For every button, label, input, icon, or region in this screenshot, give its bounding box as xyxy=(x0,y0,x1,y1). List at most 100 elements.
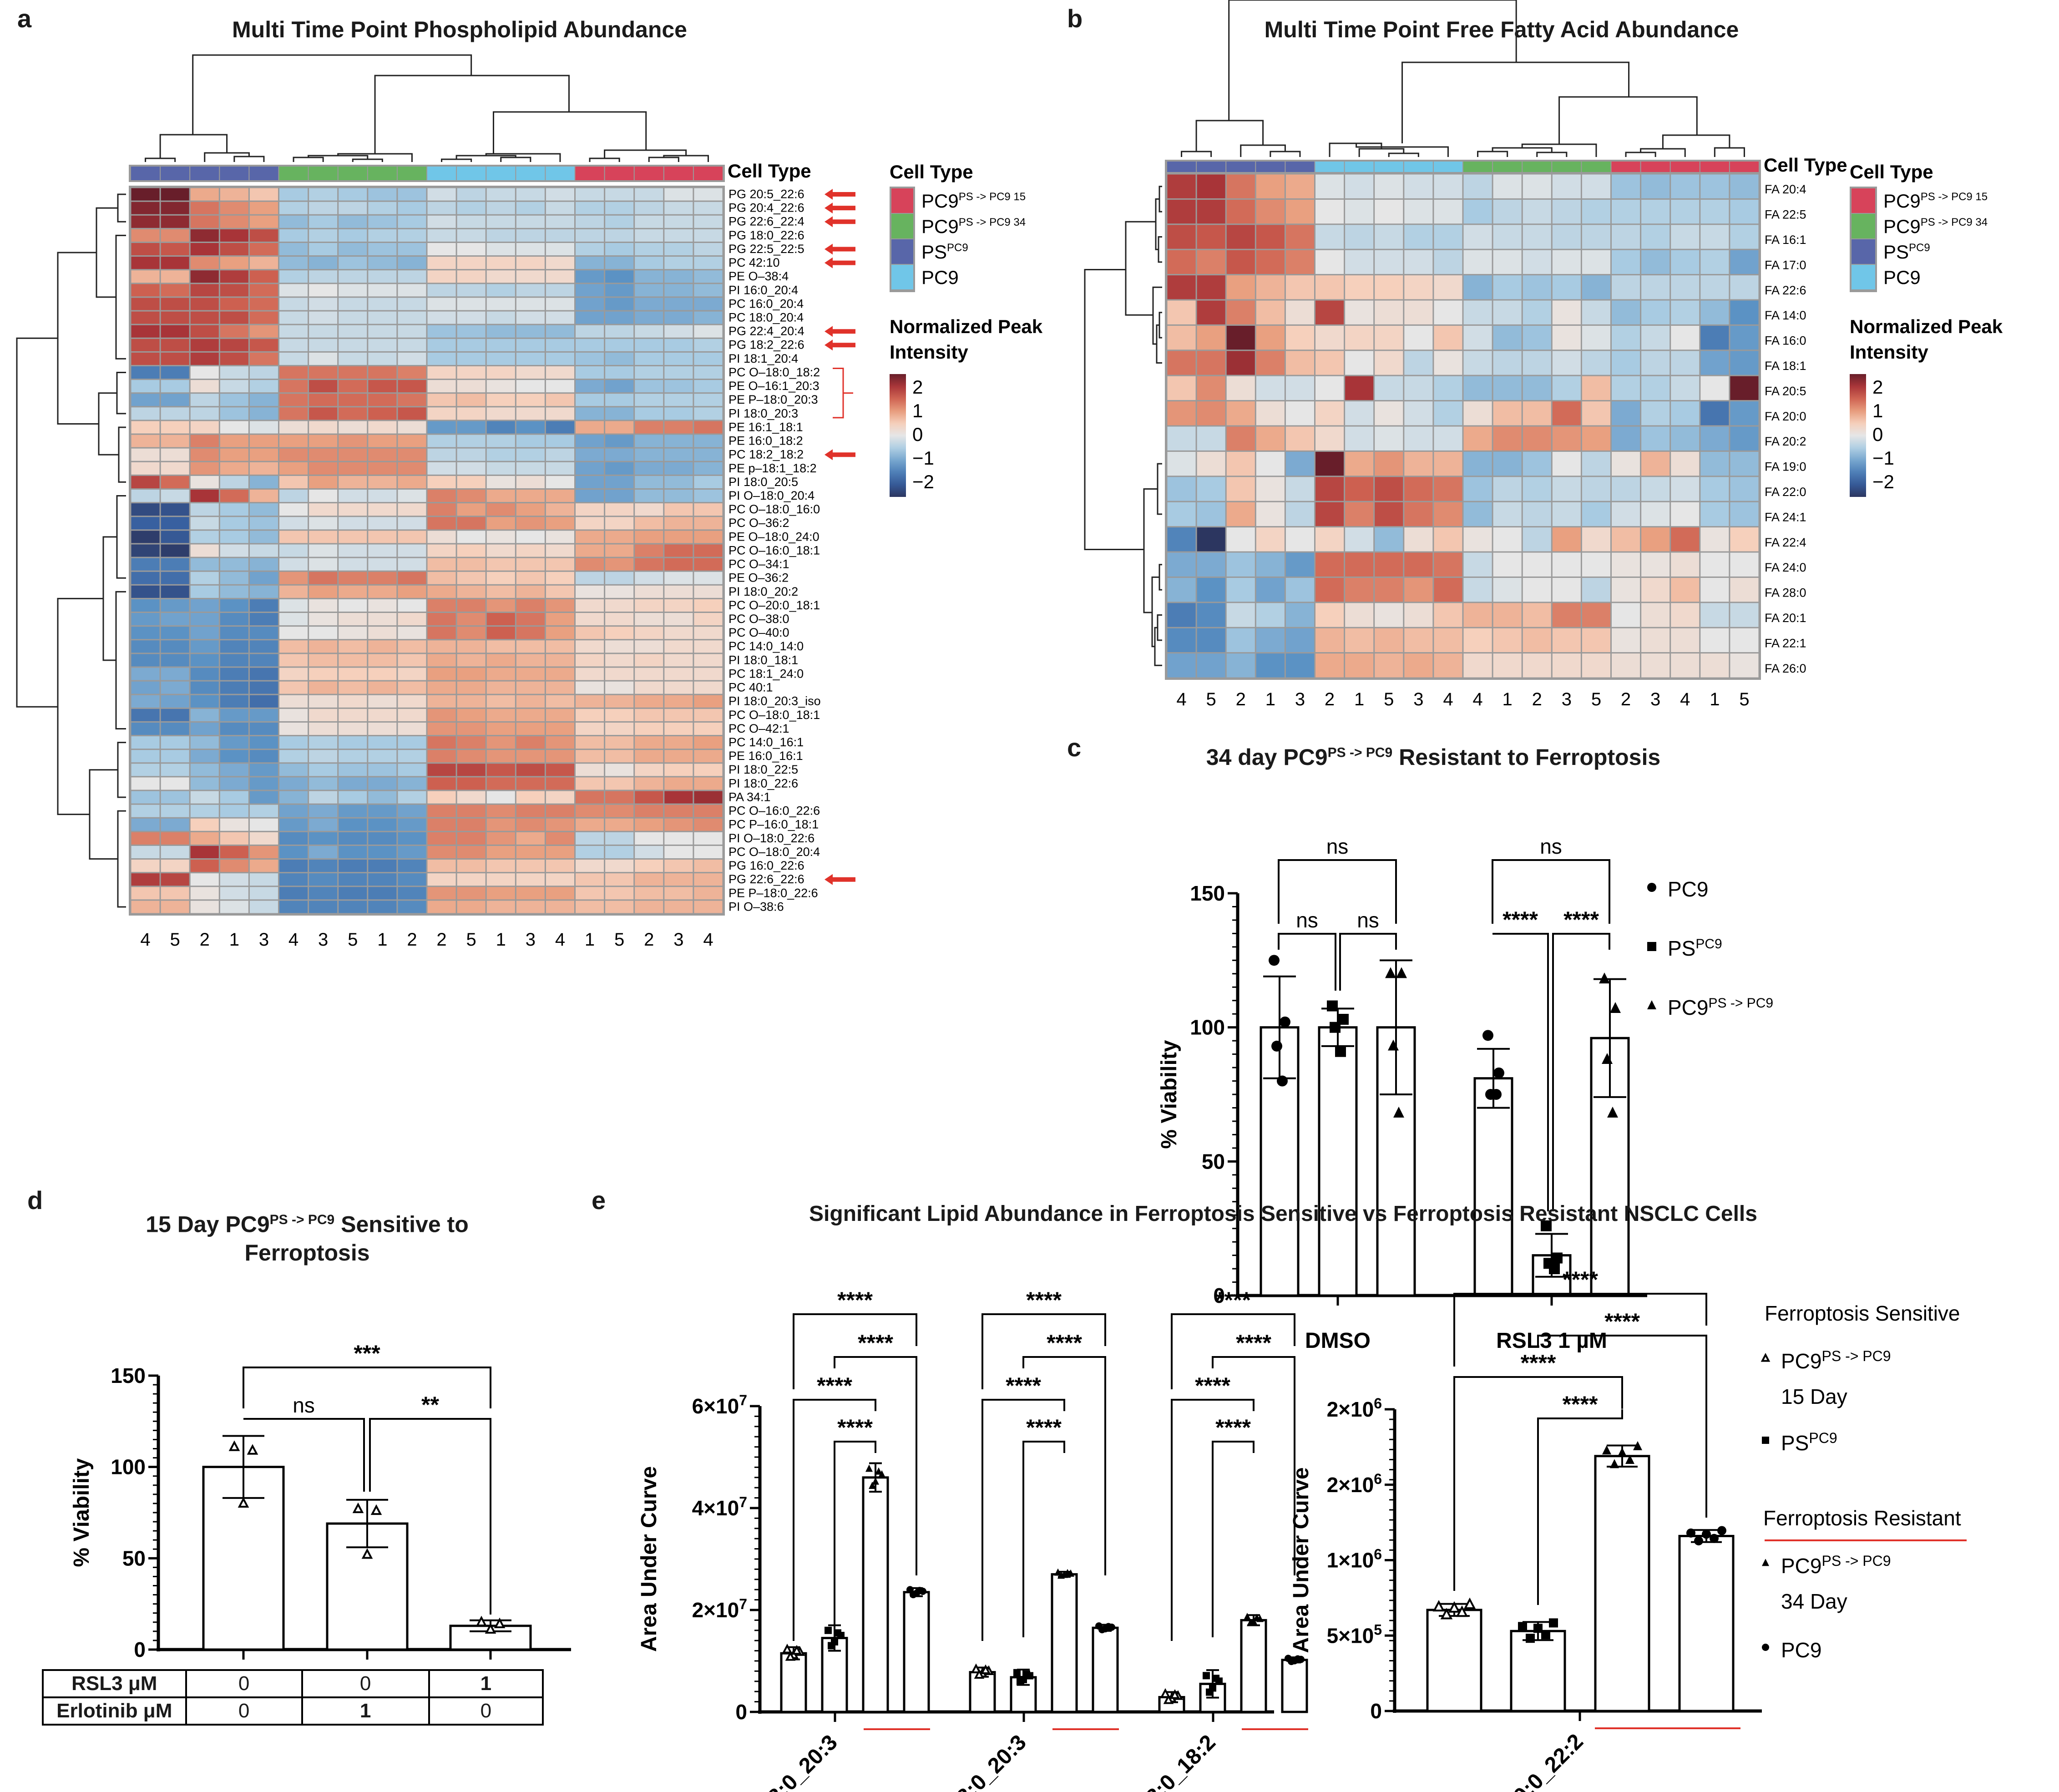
c-data-point xyxy=(1385,967,1396,978)
heatmap-cell xyxy=(1493,325,1522,350)
heatmap-cell xyxy=(368,845,397,859)
column-label: 4 xyxy=(1680,689,1690,709)
heatmap-cell xyxy=(694,188,723,201)
heatmap-cell xyxy=(664,462,693,475)
heatmap-cell xyxy=(1730,502,1759,526)
heatmap-cell xyxy=(516,202,545,214)
heatmap-cell xyxy=(279,531,308,543)
e2-data-point xyxy=(1633,1441,1642,1450)
e-legend-marker xyxy=(1762,1559,1769,1566)
heatmap-cell xyxy=(1493,376,1522,400)
heatmap-cell xyxy=(1523,577,1551,602)
heatmap-cell xyxy=(1730,628,1759,653)
heatmap-cell xyxy=(368,229,397,242)
heatmap-cell xyxy=(398,339,426,351)
heatmap-cell xyxy=(457,613,486,626)
e1-data-point xyxy=(1054,1568,1062,1576)
heatmap-cell xyxy=(486,805,515,817)
heatmap-cell xyxy=(339,695,367,708)
colorbar-tick-label: 2 xyxy=(912,376,923,398)
c-sig-rsl3-01-label: **** xyxy=(1503,907,1538,932)
heatmap-cell xyxy=(576,517,604,530)
heatmap-cell xyxy=(546,215,574,228)
heatmap-cell xyxy=(309,407,338,420)
heatmap-cell xyxy=(368,736,397,749)
heatmap-cell xyxy=(635,366,663,379)
heatmap-cell xyxy=(546,462,574,475)
heatmap-cell xyxy=(190,380,219,393)
heatmap-cell xyxy=(398,489,426,502)
annotation-cell xyxy=(427,167,456,180)
heatmap-cell xyxy=(220,407,248,420)
heatmap-cell xyxy=(664,517,693,530)
heatmap-cell xyxy=(1226,628,1255,653)
heatmap-cell xyxy=(190,832,219,845)
heatmap-cell xyxy=(249,435,278,447)
heatmap-cell xyxy=(368,257,397,269)
heatmap-cell xyxy=(486,558,515,571)
colorbar xyxy=(890,374,906,497)
heatmap-cell xyxy=(161,832,189,845)
heatmap-cell xyxy=(694,352,723,365)
tick-exponent: 6 xyxy=(1374,1471,1382,1487)
heatmap-cell xyxy=(1375,628,1403,653)
heatmap-cell xyxy=(694,887,723,900)
c-legend-marker xyxy=(1647,883,1656,892)
heatmap-cell xyxy=(1552,325,1581,350)
heatmap-cell xyxy=(1375,376,1403,400)
d-y-tick-label: 0 xyxy=(134,1638,146,1661)
heatmap-cell xyxy=(161,668,189,680)
heatmap-cell xyxy=(457,709,486,721)
row-dendrogram-branch xyxy=(1084,269,1144,550)
heatmap-cell xyxy=(368,202,397,214)
heatmap-cell xyxy=(605,860,634,872)
heatmap-cell xyxy=(398,243,426,256)
heatmap-cell xyxy=(635,695,663,708)
heatmap-cell xyxy=(1285,603,1314,627)
legend-cell-type-entry-main: PC9 xyxy=(1883,267,1921,288)
heatmap-cell xyxy=(279,736,308,749)
heatmap-cell xyxy=(664,764,693,776)
heatmap-cell xyxy=(516,558,545,571)
heatmap-cell xyxy=(220,366,248,379)
heatmap-cell xyxy=(486,873,515,886)
legend-cell-type-entry-main: PS xyxy=(1883,241,1909,263)
heatmap-cell xyxy=(1730,225,1759,249)
heatmap-cell xyxy=(368,668,397,680)
heatmap-cell xyxy=(1345,300,1374,324)
heatmap-cell xyxy=(339,462,367,475)
heatmap-cell xyxy=(576,531,604,543)
legend-cell-type-entry-sup: PS -> PC9 34 xyxy=(959,216,1026,228)
heatmap-cell xyxy=(457,298,486,310)
heatmap-cell xyxy=(576,681,604,694)
heatmap-cell xyxy=(309,860,338,872)
heatmap-cell xyxy=(1523,250,1551,274)
heatmap-cell xyxy=(368,640,397,653)
d-data-point xyxy=(238,1497,249,1508)
heatmap-cell xyxy=(605,668,634,680)
heatmap-cell xyxy=(1552,300,1581,324)
heatmap-cell xyxy=(279,764,308,776)
heatmap-cell xyxy=(279,873,308,886)
heatmap-cell xyxy=(190,805,219,817)
heatmap-cell xyxy=(249,462,278,475)
heatmap-cell xyxy=(220,352,248,365)
heatmap-cell xyxy=(486,791,515,804)
heatmap-cell xyxy=(576,860,604,872)
heatmap-cell xyxy=(161,750,189,763)
heatmap-cell xyxy=(1730,351,1759,375)
column-label: 2 xyxy=(200,930,210,950)
heatmap-cell xyxy=(546,270,574,283)
heatmap-cell xyxy=(546,777,574,790)
heatmap-cell xyxy=(339,243,367,256)
column-dendrogram-branch xyxy=(233,156,265,162)
heatmap-cell xyxy=(576,448,604,461)
heatmap-cell xyxy=(309,448,338,461)
heatmap-cell xyxy=(1493,552,1522,577)
heatmap-cell xyxy=(576,352,604,365)
heatmap-cell xyxy=(279,627,308,639)
heatmap-cell xyxy=(1523,628,1551,653)
tick-exponent: 6 xyxy=(1374,1546,1382,1563)
row-dendrogram-branch xyxy=(117,742,126,798)
heatmap-cell xyxy=(161,188,189,201)
